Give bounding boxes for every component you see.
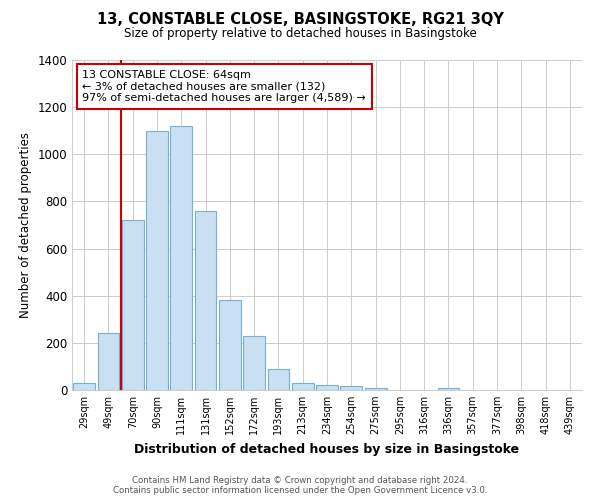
Bar [170,126,192,390]
Text: Contains HM Land Registry data © Crown copyright and database right 2024.
Contai: Contains HM Land Registry data © Crown c… [113,476,487,495]
Bar [340,386,362,390]
Bar [365,388,386,390]
Bar [268,369,289,390]
Y-axis label: Number of detached properties: Number of detached properties [19,132,32,318]
Text: 13 CONSTABLE CLOSE: 64sqm
← 3% of detached houses are smaller (132)
97% of semi-: 13 CONSTABLE CLOSE: 64sqm ← 3% of detach… [82,70,366,103]
Bar [194,211,217,390]
Bar [316,386,338,390]
Bar [97,334,119,390]
Text: 13, CONSTABLE CLOSE, BASINGSTOKE, RG21 3QY: 13, CONSTABLE CLOSE, BASINGSTOKE, RG21 3… [97,12,503,28]
X-axis label: Distribution of detached houses by size in Basingstoke: Distribution of detached houses by size … [134,442,520,456]
Bar [243,336,265,390]
Text: Size of property relative to detached houses in Basingstoke: Size of property relative to detached ho… [124,28,476,40]
Bar [292,383,314,390]
Bar [437,388,460,390]
Bar [146,130,168,390]
Bar [122,220,143,390]
Bar [219,300,241,390]
Bar [73,383,95,390]
